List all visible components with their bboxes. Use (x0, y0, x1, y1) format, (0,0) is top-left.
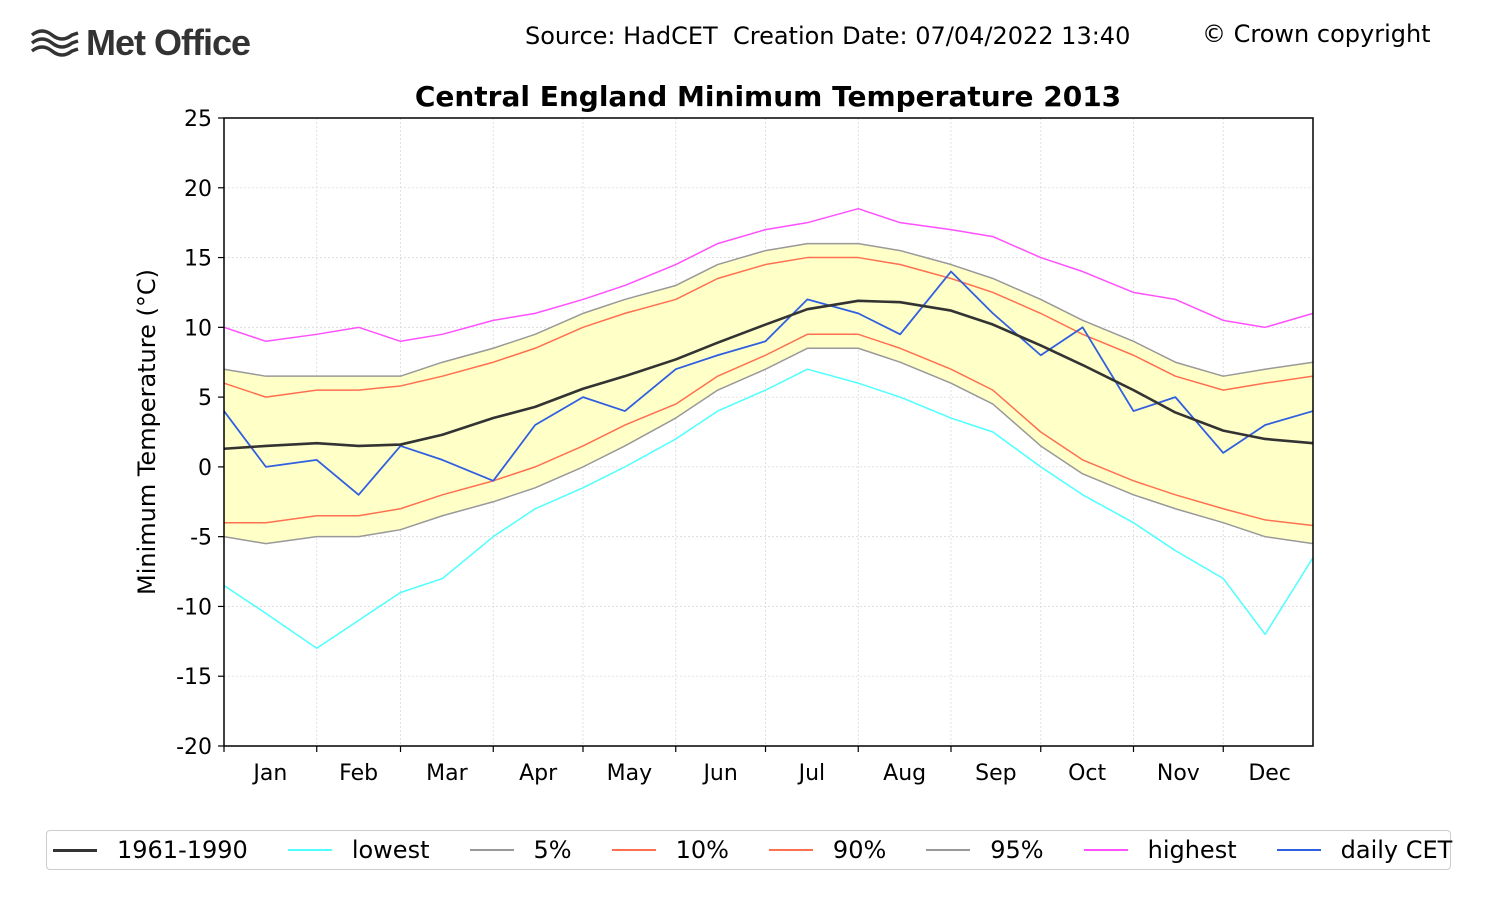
legend-label: 5% (533, 836, 572, 864)
x-tick-label: Feb (339, 761, 378, 786)
waves-logo-icon (30, 29, 79, 57)
percentile-band (224, 243, 1313, 544)
x-tick-label: May (607, 761, 652, 786)
copyright-notice: © Crown copyright (1202, 20, 1431, 48)
source-info: Source: HadCET Creation Date: 07/04/2022… (525, 22, 1131, 50)
x-tick-label: Mar (426, 761, 468, 786)
y-tick-label: -20 (176, 735, 212, 760)
series-line-pct95 (223, 242, 1314, 377)
temperature-chart: Central England Minimum Temperature 2013… (133, 80, 1314, 786)
x-tick-label: Dec (1248, 761, 1291, 786)
legend: 1961-1990 lowest 5% 10% 90% 95% highest daily C… (46, 830, 1453, 870)
series-lines (223, 207, 1314, 650)
legend-label: 90% (832, 836, 887, 864)
legend-swatch (469, 849, 514, 851)
series-line-mean (223, 299, 1314, 451)
legend-swatch (1276, 849, 1321, 851)
legend-label: 1961-1990 (117, 836, 248, 864)
plot-frame (223, 117, 1314, 747)
legend-item-pct5: 5% (469, 836, 572, 864)
legend-label: daily CET (1340, 836, 1453, 864)
axis-ticks: 25 20 15 10 5 0 -5 -10 -15 -20 Jan Feb Mar Apr May Jun J… (176, 107, 1291, 786)
y-tick-label: 15 (184, 247, 212, 272)
legend-item-pct90: 90% (768, 836, 887, 864)
y-tick-label: -10 (176, 595, 212, 620)
series-line-lowest (223, 368, 1314, 650)
chart-title: Central England Minimum Temperature 2013 (415, 80, 1121, 113)
x-tick-label: Nov (1157, 761, 1200, 786)
legend-item-highest: highest (1083, 836, 1237, 864)
legend-swatch (926, 849, 971, 851)
legend-item-pct95: 95% (926, 836, 1044, 864)
series-line-highest (223, 207, 1314, 343)
legend-label: 95% (990, 836, 1044, 864)
legend-swatch (611, 849, 656, 851)
legend-label: highest (1147, 836, 1237, 864)
legend-item-pct10: 10% (611, 836, 729, 864)
y-tick-label: 10 (184, 316, 212, 341)
percentile-band-fill (224, 243, 1313, 544)
x-tick-label: Jan (251, 761, 287, 786)
series-line-pct90 (223, 256, 1314, 398)
series-line-pct5 (223, 347, 1314, 545)
y-tick-label: 20 (184, 177, 212, 202)
legend-item-lowest: lowest (287, 836, 430, 864)
y-axis-label: Minimum Temperature (°C) (133, 269, 161, 595)
y-tick-label: 5 (198, 386, 212, 411)
legend-swatch (53, 848, 97, 852)
legend-item-mean: 1961-1990 (53, 836, 248, 864)
legend-item-daily: daily CET (1276, 836, 1453, 864)
legend-label: 10% (675, 836, 729, 864)
x-tick-label: Sep (975, 761, 1016, 786)
series-line-daily (223, 270, 1314, 496)
x-tick-label: Jun (701, 761, 737, 786)
legend-swatch (768, 849, 813, 851)
y-tick-label: -15 (176, 665, 212, 690)
x-tick-label: Apr (519, 761, 558, 786)
legend-swatch (1083, 849, 1128, 851)
y-tick-label: -5 (190, 526, 212, 551)
met-office-logo: Met Office (30, 22, 251, 64)
x-tick-label: Aug (883, 761, 926, 786)
legend-label: lowest (351, 836, 430, 864)
y-tick-label: 0 (198, 456, 212, 481)
logo-text: Met Office (86, 22, 251, 63)
x-tick-label: Oct (1068, 761, 1106, 786)
legend-swatch (287, 849, 332, 851)
x-tick-label: Jul (797, 761, 826, 786)
y-tick-label: 25 (184, 107, 212, 132)
series-line-pct10 (224, 333, 1314, 527)
